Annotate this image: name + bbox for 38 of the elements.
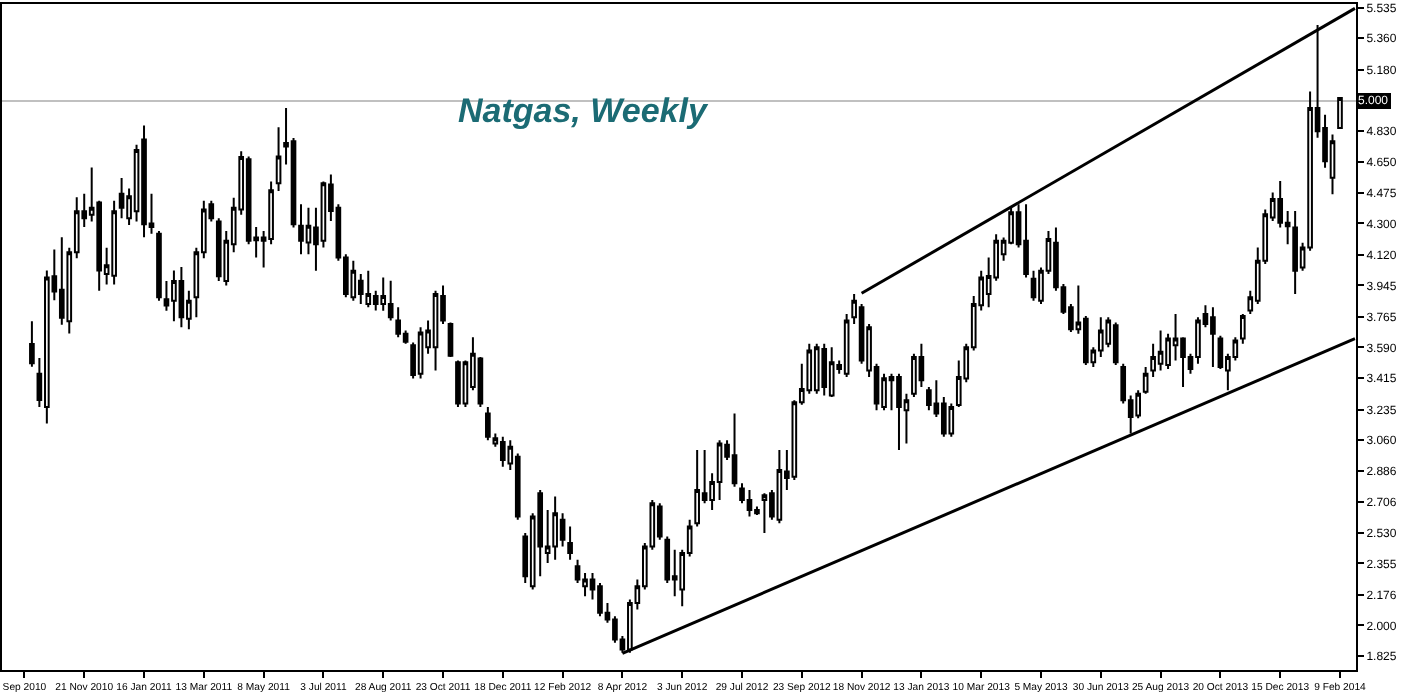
candlestick	[1210, 306, 1216, 369]
candlestick	[365, 269, 372, 309]
candlestick	[1239, 312, 1246, 345]
candlestick	[118, 176, 125, 220]
candlestick	[58, 236, 65, 326]
candlestick	[1157, 329, 1164, 372]
candlestick	[597, 581, 603, 618]
candlestick	[171, 269, 177, 323]
candlestick	[1030, 269, 1037, 302]
candlestick	[417, 326, 424, 380]
candlestick	[821, 342, 828, 397]
candlestick	[432, 289, 439, 372]
candlestick	[178, 266, 185, 329]
candlestick	[215, 217, 222, 283]
candlestick	[911, 352, 917, 398]
candlestick	[350, 259, 357, 302]
candlestick	[1337, 97, 1343, 129]
candlestick	[896, 372, 902, 452]
candlestick	[455, 359, 461, 408]
candlestick	[1097, 316, 1104, 359]
candlestick	[948, 402, 955, 438]
candlestick	[731, 412, 738, 488]
candlestick	[761, 492, 768, 535]
candlestick	[1292, 209, 1298, 295]
candlestick	[776, 449, 783, 525]
candlestick	[141, 124, 147, 239]
candlestick	[926, 386, 932, 412]
candlestick	[1112, 321, 1119, 366]
candlestick	[1023, 203, 1029, 279]
text: Natgas, Weekly	[458, 92, 710, 130]
candlestick	[111, 199, 117, 286]
candlestick	[881, 372, 887, 412]
candlestick	[485, 405, 491, 442]
candlestick	[499, 435, 506, 468]
candlestick	[746, 488, 753, 518]
candlestick	[828, 346, 835, 398]
candlestick	[552, 495, 558, 561]
candlestick	[813, 342, 820, 395]
